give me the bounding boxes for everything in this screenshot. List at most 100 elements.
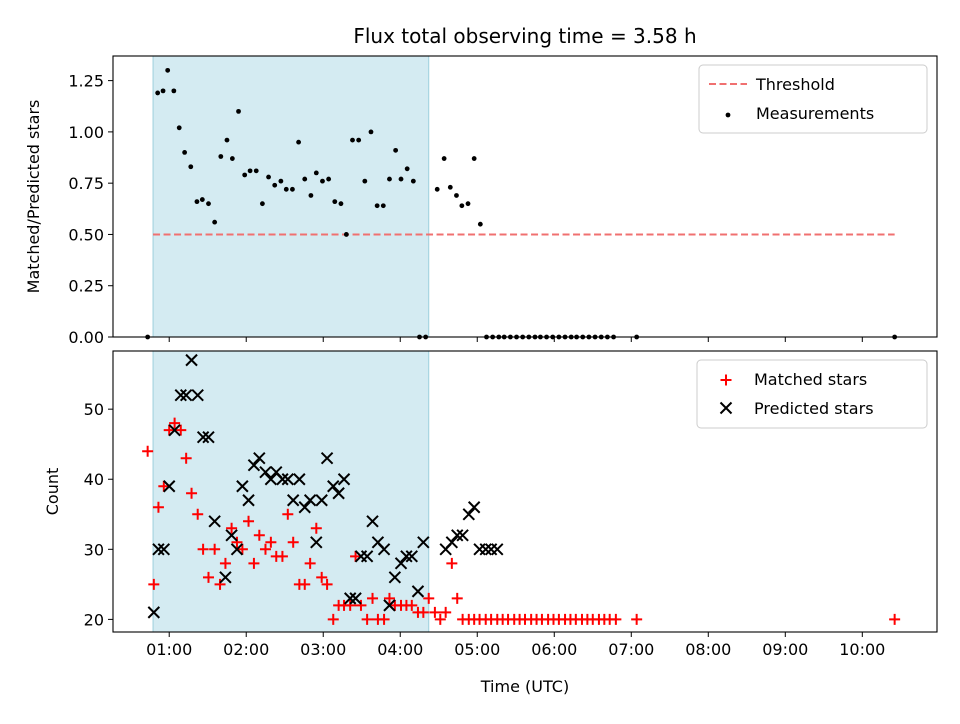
matched-star-point	[197, 543, 209, 555]
matched-star-point	[446, 557, 458, 569]
predicted-star-point	[467, 501, 481, 514]
y-tick-label: 30	[84, 540, 104, 559]
observing-span-shade	[152, 55, 430, 338]
legend-label: Measurements	[756, 104, 874, 123]
y-tick-label: 0.75	[68, 174, 104, 193]
matched-star-point	[243, 515, 255, 527]
y-tick-label: 50	[84, 400, 104, 419]
measurement-point	[343, 232, 349, 237]
predicted-star-point	[320, 452, 334, 465]
measurement-point	[266, 174, 271, 180]
measurement-point	[465, 201, 471, 207]
predicted-star-point	[230, 543, 244, 556]
axes-frame	[112, 55, 938, 338]
predicted-star-point	[253, 452, 266, 465]
predicted-star-point	[377, 543, 391, 556]
measurement-point	[253, 168, 259, 174]
measurement-point	[302, 176, 308, 182]
predicted-star-point	[366, 515, 379, 528]
predicted-star-point	[400, 550, 413, 563]
matched-star-point	[631, 613, 643, 625]
predicted-star-point	[349, 592, 362, 605]
measurement-point	[296, 139, 301, 145]
matched-star-point	[383, 592, 395, 604]
y-axis-label: Matched/Predicted stars	[24, 100, 43, 294]
measurement-point	[229, 156, 235, 161]
predicted-star-point	[332, 487, 345, 500]
predicted-star-point	[208, 515, 221, 528]
matched-star-point	[610, 613, 622, 625]
measurement-point	[272, 182, 278, 188]
matched-star-point	[248, 557, 260, 569]
measurement-point	[236, 108, 241, 114]
legend: Threshold Measurements	[698, 64, 928, 134]
predicted-star-point	[405, 550, 419, 563]
measurement-point	[313, 170, 319, 176]
legend-label: Matched stars	[754, 370, 867, 389]
legend-label: Predicted stars	[754, 399, 874, 418]
matched-star-point	[316, 571, 328, 583]
predicted-star-point	[417, 536, 430, 549]
y-tick-label: 0.00	[68, 328, 104, 347]
x-tick-label: 04:00	[377, 640, 423, 659]
measurement-point	[218, 154, 224, 159]
matched-star-point	[259, 543, 271, 555]
figure-title: Flux total observing time = 3.58 h	[353, 24, 696, 48]
predicted-star-point	[479, 543, 492, 556]
measurement-point	[290, 186, 295, 192]
matched-star-point	[451, 592, 463, 604]
measurement-point	[434, 186, 440, 192]
measurement-point	[320, 178, 325, 184]
measurement-point	[160, 88, 166, 94]
predicted-star-point	[411, 585, 425, 598]
predicted-star-point	[462, 508, 475, 521]
matched-star-point	[406, 599, 418, 611]
x-tick-label: 09:00	[762, 640, 808, 659]
predicted-star-point	[225, 529, 238, 542]
x-tick-label: 05:00	[454, 640, 500, 659]
legend-box	[698, 64, 928, 134]
matched-star-point	[417, 606, 429, 618]
measurement-point	[459, 203, 465, 209]
measurement-point	[188, 164, 194, 170]
measurement-point	[332, 199, 338, 205]
measurement-point	[199, 197, 205, 202]
measurement-point	[176, 125, 182, 131]
predicted-star-point	[303, 494, 317, 507]
matched-star-point	[180, 452, 192, 464]
measurement-point	[441, 156, 447, 161]
measurement-point	[242, 172, 248, 178]
matched-star-point	[299, 578, 311, 590]
matched-star-point	[327, 613, 339, 625]
measurement-point	[368, 129, 374, 135]
measurement-point	[165, 67, 171, 73]
matched-star-point	[367, 592, 379, 604]
measurement-point	[374, 203, 380, 209]
y-tick-label: 40	[84, 470, 104, 489]
measurement-point	[393, 147, 399, 153]
measurement-point	[454, 193, 459, 198]
y-tick-label: 1.00	[68, 123, 104, 142]
predicted-star-point	[286, 494, 300, 507]
matched-star-point	[226, 522, 238, 534]
matched-star-point	[152, 501, 164, 513]
predicted-star-point	[147, 606, 161, 619]
matched-star-point	[186, 487, 198, 499]
matched-star-point	[423, 592, 435, 604]
measurement-point	[387, 176, 392, 182]
legend-predicted-swatch	[719, 401, 733, 415]
measurement-point	[182, 150, 188, 155]
matched-star-point	[321, 578, 333, 590]
matched-star-point	[209, 543, 221, 555]
measurement-point	[194, 199, 200, 205]
matched-star-point	[231, 536, 243, 548]
predicted-star-point	[360, 550, 374, 563]
matched-star-point	[142, 445, 154, 457]
measurement-point	[278, 178, 284, 184]
y-tick-label: 20	[84, 610, 104, 629]
matched-star-point	[219, 557, 231, 569]
series-matched-stars	[142, 417, 901, 625]
x-tick-label: 02:00	[223, 640, 269, 659]
matched-star-point	[361, 613, 373, 625]
